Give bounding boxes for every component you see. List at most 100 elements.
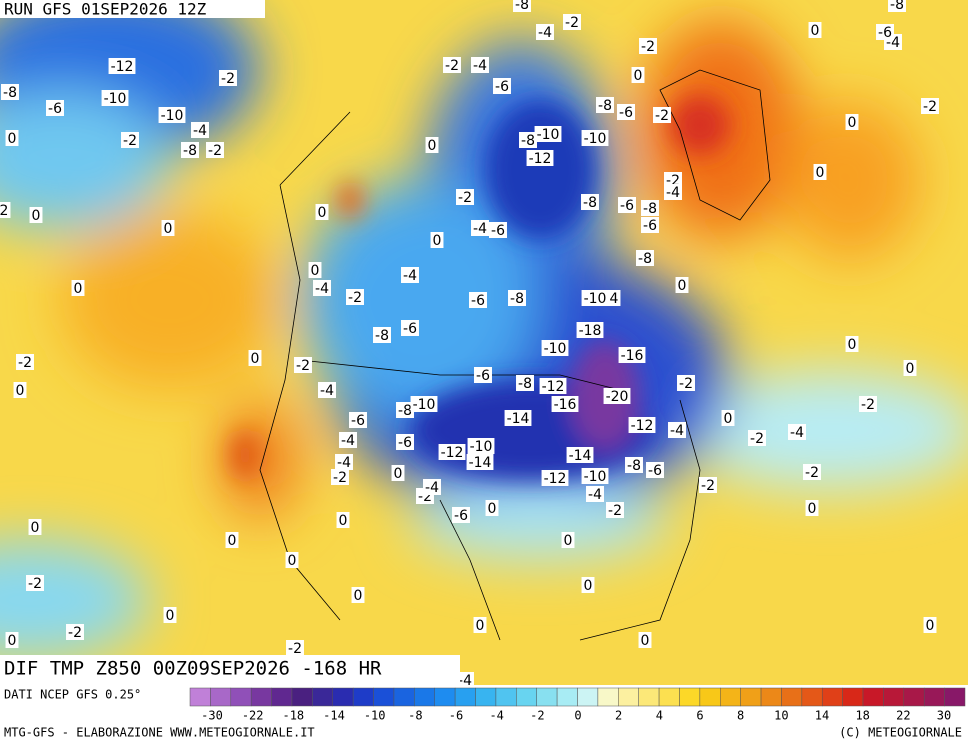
contour-label: 0 (584, 578, 593, 594)
contour-label: 0 (16, 383, 25, 399)
contour-label: -4 (320, 383, 334, 399)
contour-label-bg (336, 512, 350, 528)
contour-label: -10 (584, 469, 607, 485)
contour-label-bg (641, 217, 659, 233)
colorbar-swatch (230, 687, 252, 707)
contour-label: 0 (724, 411, 733, 427)
contour-label: -10 (584, 291, 607, 307)
contour-label: -12 (544, 471, 567, 487)
contour-label-bg (466, 454, 494, 470)
contour-label-bg (485, 500, 499, 516)
contour-label: -2 (679, 376, 693, 392)
colorbar-swatch (760, 687, 782, 707)
contour-label-bg (121, 132, 139, 148)
colorbar-swatch (210, 687, 232, 707)
contour-label: -6 (619, 105, 633, 121)
contour-label-bg (29, 207, 43, 223)
contour-label: -6 (491, 223, 505, 239)
colorbar-label: 18 (855, 709, 869, 723)
contour-label-bg (805, 500, 819, 516)
contour-label-bg (471, 57, 489, 73)
contour-label-bg (396, 434, 414, 450)
contour-label-bg (5, 632, 19, 648)
contour-label-bg (526, 150, 554, 166)
contour-label: -2 (923, 99, 937, 115)
contour-label: -6 (351, 413, 365, 429)
contour-label-bg (808, 22, 822, 38)
contour-label-bg (576, 322, 604, 338)
contour-label: -4 (425, 480, 439, 496)
contour-label: -6 (471, 293, 485, 309)
contour-label-bg (541, 340, 569, 356)
contour-label: 0 (74, 281, 83, 297)
contour-label: 0 (488, 501, 497, 517)
contour-label-bg (248, 350, 262, 366)
contour-label-bg (541, 470, 569, 486)
contour-label-bg (391, 465, 405, 481)
contour-label: 0 (678, 278, 687, 294)
contour-label-bg (677, 375, 695, 391)
colorbar-swatch (679, 687, 701, 707)
contour-label: -8 (375, 328, 389, 344)
map: -12-10-6-8-10-4-2-8 -2-202 000-20000-4-2-4… (0, 0, 968, 689)
colorbar-swatch (658, 687, 680, 707)
contour-label-bg (191, 122, 209, 138)
contour-label: -4 (458, 673, 472, 689)
contour-label: 0 (906, 361, 915, 377)
contour-label: -2 (641, 39, 655, 55)
contour-label: 0 (339, 513, 348, 529)
contour-label-bg (28, 519, 42, 535)
contour-label: 0 (811, 23, 820, 39)
contour-label-bg (71, 280, 85, 296)
contour-labels: -12-10-6-8-10-4-2-8 -2-202 000-20000-4-2-4… (0, 0, 939, 689)
contour-label-bg (803, 464, 821, 480)
copyright: (C) METEOGIORNALE (839, 726, 962, 740)
contour-label: -4 (538, 25, 552, 41)
contour-label-bg (346, 289, 364, 305)
contour-label: 0 (564, 533, 573, 549)
contour-label-bg (474, 367, 492, 383)
colorbar-label: -22 (242, 709, 264, 723)
colorbar-swatch (393, 687, 415, 707)
contour-label: 0 (476, 618, 485, 634)
contour-label-bg (339, 432, 357, 448)
contour-label-bg (586, 486, 604, 502)
colorbar-label: -6 (449, 709, 463, 723)
contour-label: -2 (750, 431, 764, 447)
contour-label-bg (438, 444, 466, 460)
contour-label: -6 (48, 101, 62, 117)
colorbar-label: 10 (774, 709, 788, 723)
contour-label: -8 (643, 201, 657, 217)
contour-label: -4 (337, 455, 351, 471)
colorbar-swatch (597, 687, 619, 707)
contour-label: -6 (878, 25, 892, 41)
contour-label-bg (788, 424, 806, 440)
contour-label: -2 (565, 15, 579, 31)
contour-label-bg (158, 107, 186, 123)
colorbar-swatch (944, 687, 966, 707)
credits: MTG-GFS - ELABORAZIONE WWW.METEOGIORNALE… (4, 726, 315, 740)
contour-label-bg (561, 532, 575, 548)
contour-label-bg (26, 575, 44, 591)
contour-label-bg (539, 378, 567, 394)
colorbar-swatch (352, 687, 374, 707)
contour-label: -12 (631, 418, 654, 434)
contour-label: -8 (583, 195, 597, 211)
colorbar-swatch (923, 687, 945, 707)
contour-label: -2 (861, 397, 875, 413)
contour-label: -4 (341, 433, 355, 449)
contour-label: -4 (315, 281, 329, 297)
contour-label-bg (668, 422, 686, 438)
colorbar-swatch (720, 687, 741, 707)
contour-label-bg (646, 462, 664, 478)
contour-label: 0 (164, 221, 173, 237)
contour-label: 0 (166, 608, 175, 624)
colorbar-swatch (740, 687, 762, 707)
contour-label: -2 (208, 143, 222, 159)
contour-label-bg (566, 447, 594, 463)
contour-label: -14 (469, 455, 492, 471)
map-title: DIF TMP Z850 00Z09SEP2026 -168 HR (4, 658, 382, 680)
colorbar-label: -30 (201, 709, 223, 723)
contour-label: -12 (441, 445, 464, 461)
contour-label-bg (859, 396, 877, 412)
